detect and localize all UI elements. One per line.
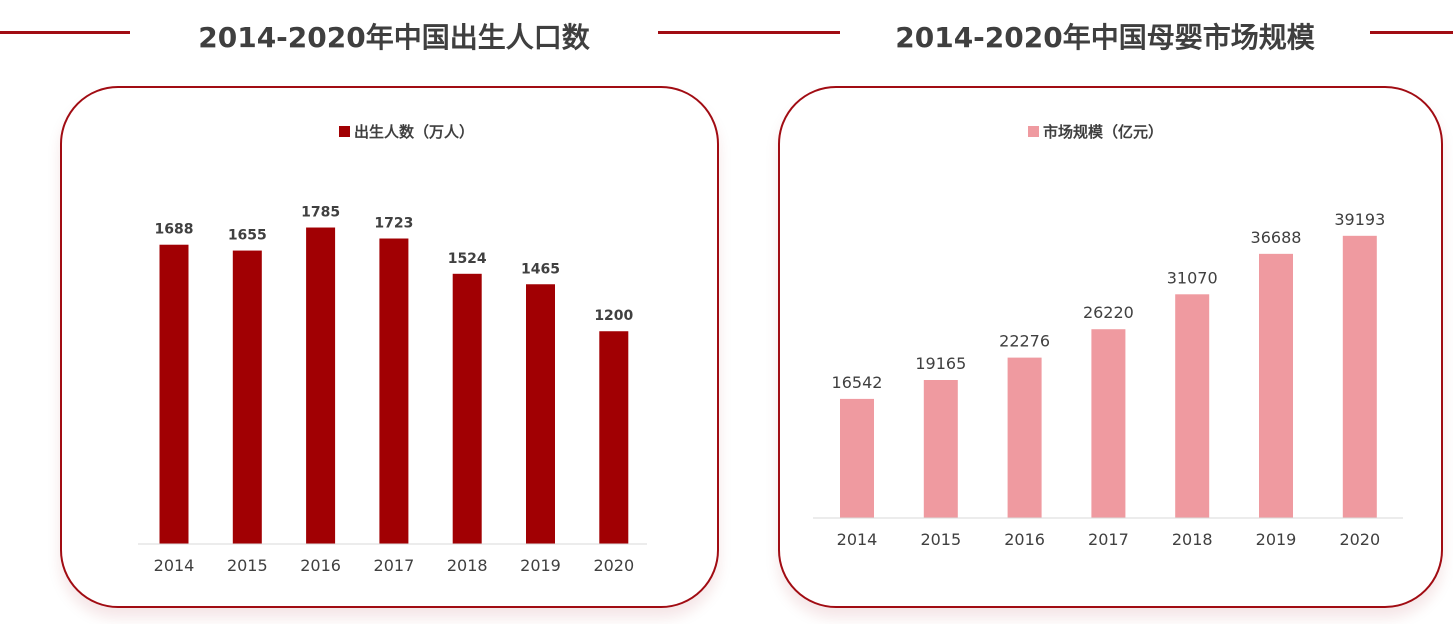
market-bar: [1175, 294, 1210, 518]
market-data-label: 22276: [999, 332, 1050, 351]
birth-x-tick-label: 2018: [447, 556, 488, 575]
market-x-tick-label: 2014: [837, 530, 878, 549]
market-bar: [840, 398, 874, 518]
market-data-label: 26220: [1083, 303, 1134, 322]
birth-data-label: 1524: [448, 251, 487, 267]
birth-chart-title: 2014-2020年中国出生人口数: [198, 21, 590, 54]
birth-chart-panel: 出生人数（万人） 1688 2014 1655 2015 1785 2016 1723 201…: [60, 86, 719, 608]
market-data-label: 19165: [915, 354, 966, 373]
birth-x-tick-label: 2014: [154, 556, 195, 575]
market-data-label: 36688: [1251, 228, 1302, 247]
birth-data-label: 1785: [301, 205, 340, 221]
market-bars: 16542 2014 19165 2015 22276 2016 26220 2017 3107…: [832, 210, 1386, 549]
title-rule-left-1: [0, 31, 130, 34]
market-bar: [923, 380, 958, 518]
market-bar: [1091, 329, 1126, 518]
birth-bar: [306, 227, 336, 544]
market-legend-label: 市场规模（亿元）: [1043, 123, 1163, 141]
birth-x-tick-label: 2015: [227, 556, 268, 575]
market-bar: [1007, 357, 1042, 518]
birth-data-label: 1465: [521, 261, 560, 277]
birth-bar: [452, 273, 482, 544]
birth-legend-swatch: [339, 126, 350, 137]
market-bar: [1259, 253, 1293, 518]
market-chart: 市场规模（亿元） 16542 2014 19165 2015 22276 2016 2622…: [813, 123, 1403, 549]
birth-bar: [379, 238, 409, 545]
birth-data-label: 1655: [228, 228, 267, 244]
market-x-tick-label: 2017: [1088, 530, 1129, 549]
birth-data-label: 1200: [594, 308, 633, 324]
title-rule-left-2: [658, 31, 840, 34]
market-x-tick-label: 2015: [920, 530, 961, 549]
birth-x-tick-label: 2016: [300, 556, 341, 575]
market-data-label: 31070: [1167, 268, 1218, 287]
birth-legend-label: 出生人数（万人）: [354, 123, 474, 141]
birth-x-tick-label: 2017: [374, 556, 415, 575]
market-legend-swatch: [1028, 126, 1039, 137]
market-chart-title: 2014-2020年中国母婴市场规模: [895, 21, 1315, 54]
birth-bar: [232, 250, 262, 545]
birth-data-label: 1723: [374, 216, 413, 232]
birth-x-tick-label: 2019: [520, 556, 561, 575]
birth-chart: 出生人数（万人） 1688 2014 1655 2015 1785 2016 1723 201…: [138, 123, 647, 575]
market-chart-panel: 市场规模（亿元） 16542 2014 19165 2015 22276 2016 2622…: [778, 86, 1443, 608]
birth-bar: [526, 284, 555, 544]
birth-bar: [159, 244, 189, 545]
market-data-label: 16542: [832, 373, 883, 392]
market-x-tick-label: 2018: [1172, 530, 1213, 549]
market-x-tick-label: 2019: [1256, 530, 1297, 549]
birth-bar: [599, 331, 629, 544]
birth-data-label: 1688: [155, 222, 194, 238]
market-data-label: 39193: [1334, 210, 1385, 229]
market-x-tick-label: 2016: [1004, 530, 1045, 549]
market-bar: [1342, 235, 1377, 518]
market-x-tick-label: 2020: [1339, 530, 1380, 549]
birth-bars: 1688 2014 1655 2015 1785 2016 1723 2017 1524 2018…: [154, 205, 635, 575]
title-rule-right: [1370, 31, 1453, 34]
birth-x-tick-label: 2020: [593, 556, 634, 575]
